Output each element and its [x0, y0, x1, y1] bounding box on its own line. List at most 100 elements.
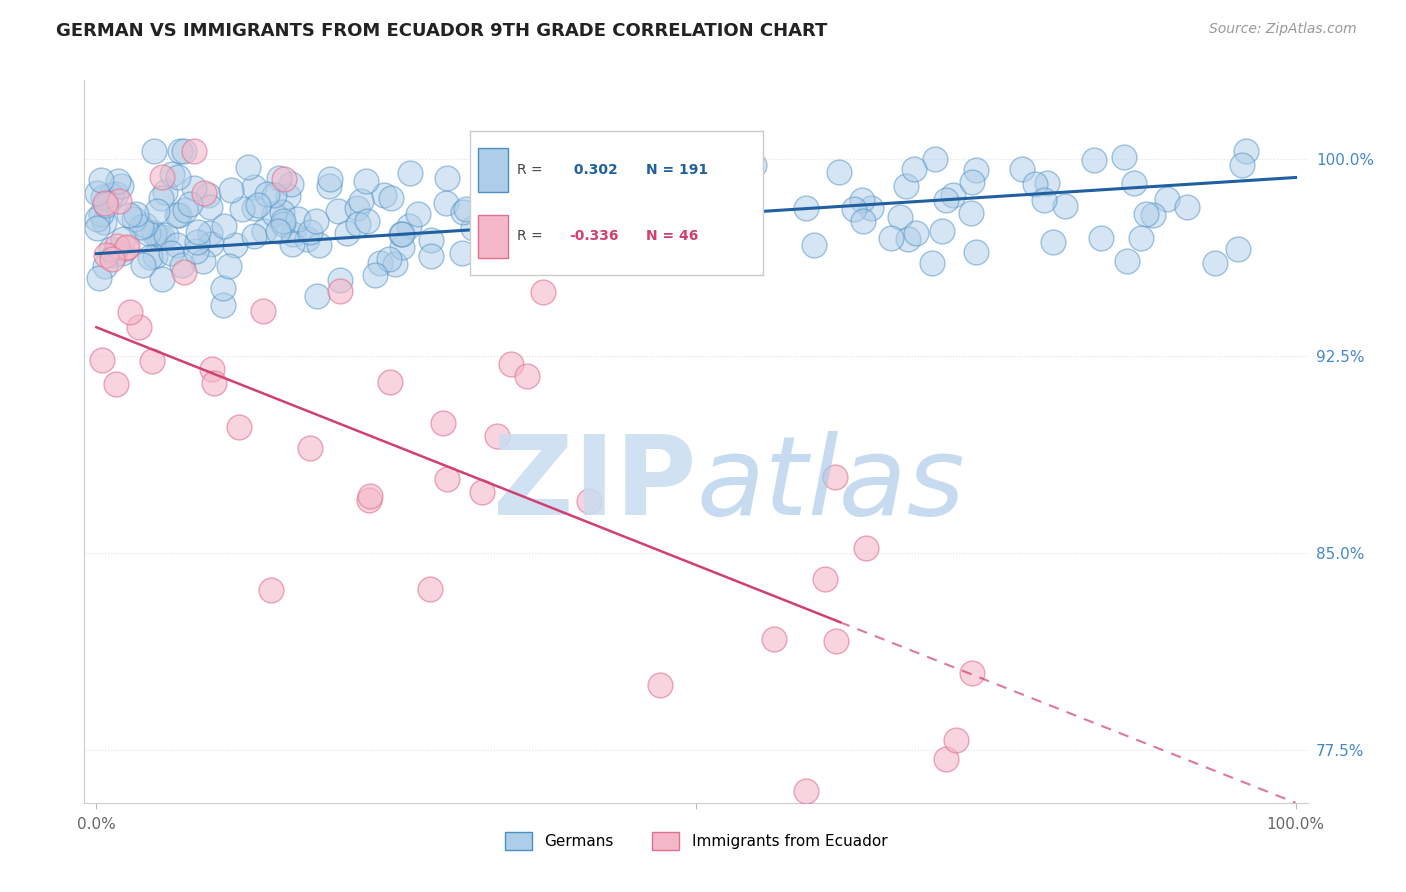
Point [896, 232, 918, 246]
Point [299, 225, 322, 239]
Point [935, 194, 957, 208]
Point [391, 239, 413, 253]
Point [350, 194, 373, 209]
Point [456, 202, 478, 216]
Point [326, 204, 349, 219]
Point [389, 227, 412, 241]
Point [359, 489, 381, 503]
Point [520, 181, 543, 195]
Point [150, 272, 173, 286]
Point [531, 285, 554, 299]
Point [630, 191, 652, 205]
Point [436, 170, 458, 185]
Point [553, 179, 575, 194]
Point [260, 582, 283, 597]
Point [1204, 256, 1226, 270]
Point [110, 179, 132, 194]
Point [166, 208, 188, 222]
Point [803, 238, 825, 252]
Point [657, 228, 679, 243]
Point [267, 171, 290, 186]
Point [187, 225, 209, 239]
Point [212, 219, 235, 233]
Point [243, 180, 266, 194]
Point [368, 255, 391, 269]
Point [904, 226, 927, 240]
Point [103, 248, 125, 262]
Point [1130, 231, 1153, 245]
Point [118, 305, 141, 319]
Point [118, 208, 141, 222]
Point [852, 213, 875, 227]
Point [304, 214, 326, 228]
Point [166, 238, 188, 252]
Point [336, 226, 359, 240]
Point [136, 226, 159, 240]
Point [1036, 176, 1059, 190]
Point [107, 174, 129, 188]
Point [329, 273, 352, 287]
Point [547, 178, 569, 193]
Point [228, 420, 250, 434]
Point [451, 204, 474, 219]
Point [173, 145, 195, 159]
Point [193, 186, 215, 200]
Point [356, 214, 378, 228]
Point [474, 244, 496, 259]
Point [962, 665, 984, 680]
Point [141, 354, 163, 368]
Point [86, 211, 108, 226]
Point [105, 376, 128, 391]
Point [101, 252, 124, 267]
Point [247, 198, 270, 212]
Point [624, 160, 647, 174]
Point [218, 259, 240, 273]
Point [117, 240, 139, 254]
Point [824, 634, 846, 648]
Point [132, 259, 155, 273]
Point [271, 214, 294, 228]
Point [965, 163, 987, 178]
Point [924, 152, 946, 166]
Point [253, 224, 276, 238]
Point [93, 215, 115, 229]
Point [683, 248, 706, 262]
Point [179, 197, 201, 211]
Point [671, 145, 693, 159]
Text: Source: ZipAtlas.com: Source: ZipAtlas.com [1209, 22, 1357, 37]
Point [160, 167, 183, 181]
Point [357, 493, 380, 508]
Point [155, 227, 177, 242]
Point [242, 202, 264, 216]
Point [737, 171, 759, 186]
Point [318, 178, 340, 193]
Point [273, 218, 295, 232]
Point [860, 201, 883, 215]
Point [1083, 153, 1105, 167]
Point [419, 582, 441, 596]
Point [100, 188, 122, 202]
Point [499, 357, 522, 371]
Point [436, 472, 458, 486]
Point [516, 369, 538, 384]
Point [167, 208, 190, 222]
Point [173, 203, 195, 218]
Point [128, 319, 150, 334]
Point [277, 189, 299, 203]
Point [212, 298, 235, 312]
Point [538, 202, 561, 217]
Point [93, 259, 115, 273]
Point [657, 220, 679, 235]
Legend: Germans, Immigrants from Ecuador: Germans, Immigrants from Ecuador [499, 826, 893, 856]
Point [842, 202, 865, 217]
Point [855, 541, 877, 555]
Point [308, 238, 330, 252]
Point [794, 784, 817, 798]
Point [305, 289, 328, 303]
Point [364, 268, 387, 282]
Point [721, 225, 744, 239]
Point [965, 244, 987, 259]
Point [1024, 177, 1046, 191]
Text: GERMAN VS IMMIGRANTS FROM ECUADOR 9TH GRADE CORRELATION CHART: GERMAN VS IMMIGRANTS FROM ECUADOR 9TH GR… [56, 22, 828, 40]
Point [153, 185, 176, 199]
